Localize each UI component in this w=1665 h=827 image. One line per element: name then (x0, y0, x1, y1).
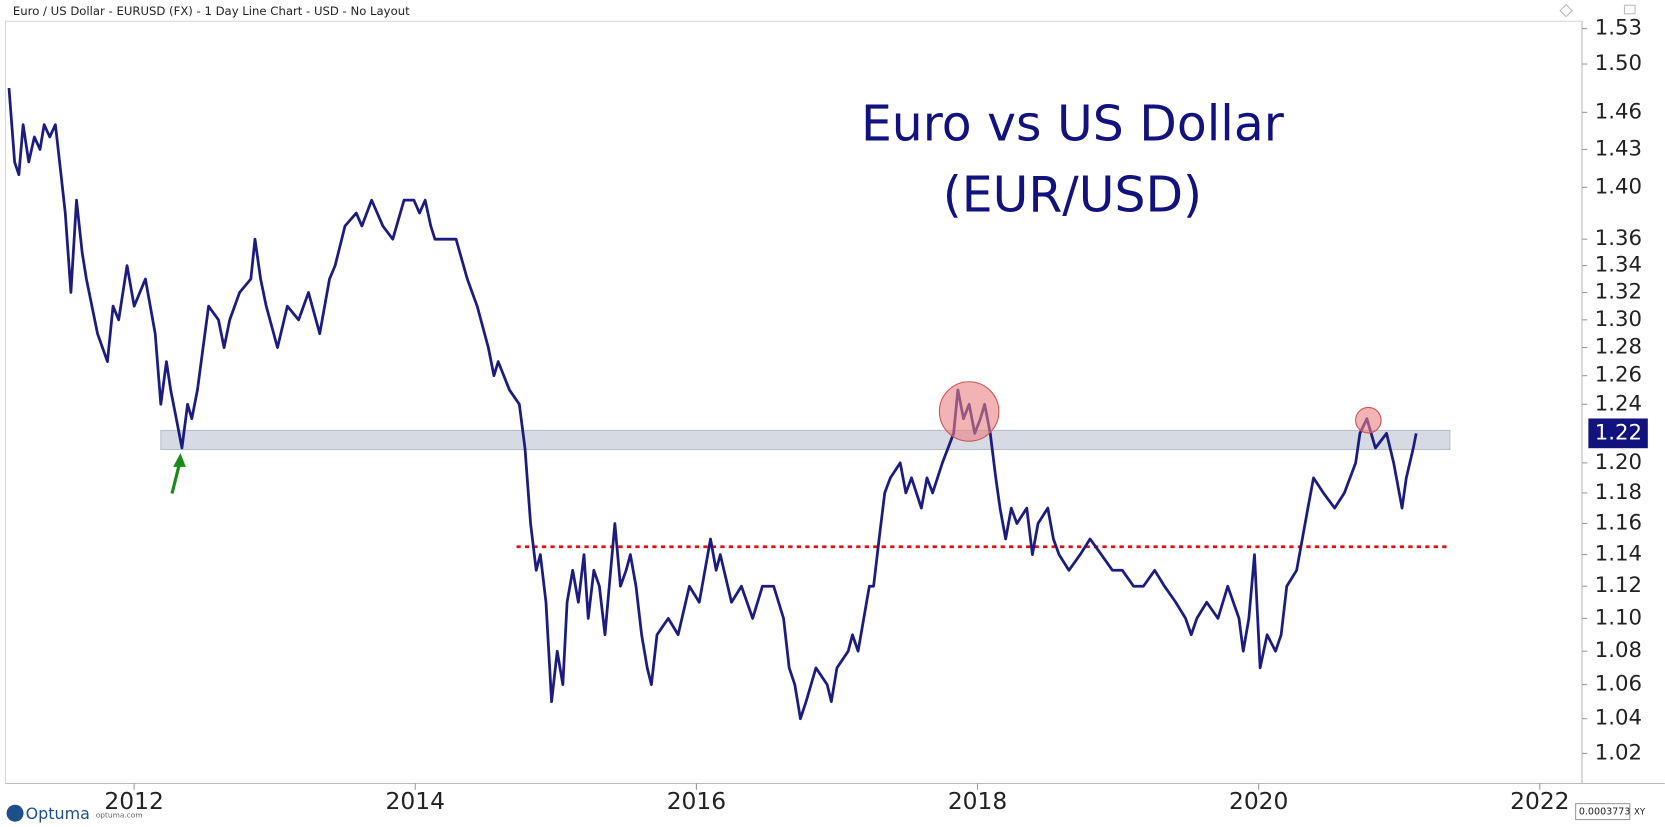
plot (7, 87, 1451, 721)
y-tick-label: 1.14 (1595, 542, 1642, 567)
window-title: Euro / US Dollar - EURUSD (FX) - 1 Day L… (13, 4, 410, 18)
y-tick-label: 1.18 (1595, 480, 1642, 505)
scale-value: 0.0003773 (1579, 807, 1631, 818)
footer: Optuma optuma.com 0.0003773 XY (6, 803, 1646, 823)
y-tick-label: 1.43 (1595, 136, 1642, 161)
x-tick-label: 2020 (1229, 787, 1288, 815)
arrow-head (173, 453, 186, 467)
y-tick-label: 1.50 (1595, 51, 1642, 76)
y-tick-label: 1.06 (1595, 672, 1642, 697)
x-tick-label: 2014 (386, 787, 445, 815)
y-tick-label: 1.36 (1595, 226, 1642, 251)
x-tick-label: 2018 (948, 787, 1007, 815)
support-band (160, 429, 1451, 451)
y-tick-label: 1.46 (1595, 99, 1642, 124)
highlight-circle (1355, 406, 1382, 434)
scale-box[interactable] (1575, 803, 1631, 821)
site: optuma.com (96, 810, 143, 819)
control-icon[interactable] (1559, 3, 1573, 18)
y-tick-label: 1.34 (1595, 253, 1642, 278)
chart-title: Euro vs US Dollar (861, 95, 1285, 152)
last-value-box (1588, 418, 1648, 449)
y-tick-label: 1.24 (1595, 391, 1642, 416)
scale-mode[interactable]: XY (1634, 808, 1646, 818)
y-tick-label: 1.53 (1595, 16, 1642, 41)
logo-icon (6, 804, 24, 822)
y-tick-label: 1.10 (1595, 605, 1642, 630)
y-tick-label: 1.32 (1595, 280, 1642, 305)
y-tick-label: 1.08 (1595, 638, 1642, 663)
y-tick-label: 1.30 (1595, 307, 1642, 332)
window-controls[interactable] (1559, 3, 1636, 18)
y-tick-label: 1.20 (1595, 450, 1642, 475)
x-tick-label: 2016 (667, 787, 726, 815)
highlight-circle (938, 381, 1000, 442)
y-tick-label: 1.16 (1595, 510, 1642, 535)
y-tick-label: 1.02 (1595, 740, 1642, 765)
y-tick-label: 1.12 (1595, 573, 1642, 598)
logo: Optuma (26, 804, 90, 823)
y-tick-label: 1.28 (1595, 335, 1642, 360)
last-value-label: 1.22 (1595, 420, 1642, 445)
y-tick-label: 1.40 (1595, 174, 1642, 199)
y-tick-label: 1.04 (1595, 706, 1642, 731)
chart-subtitle: (EUR/USD) (943, 167, 1202, 224)
x-tick-label: 2012 (104, 787, 163, 815)
control-icon[interactable] (1623, 4, 1636, 15)
x-tick-label: 2022 (1510, 787, 1569, 815)
y-tick-label: 1.26 (1595, 363, 1642, 388)
price-line (7, 87, 1418, 721)
